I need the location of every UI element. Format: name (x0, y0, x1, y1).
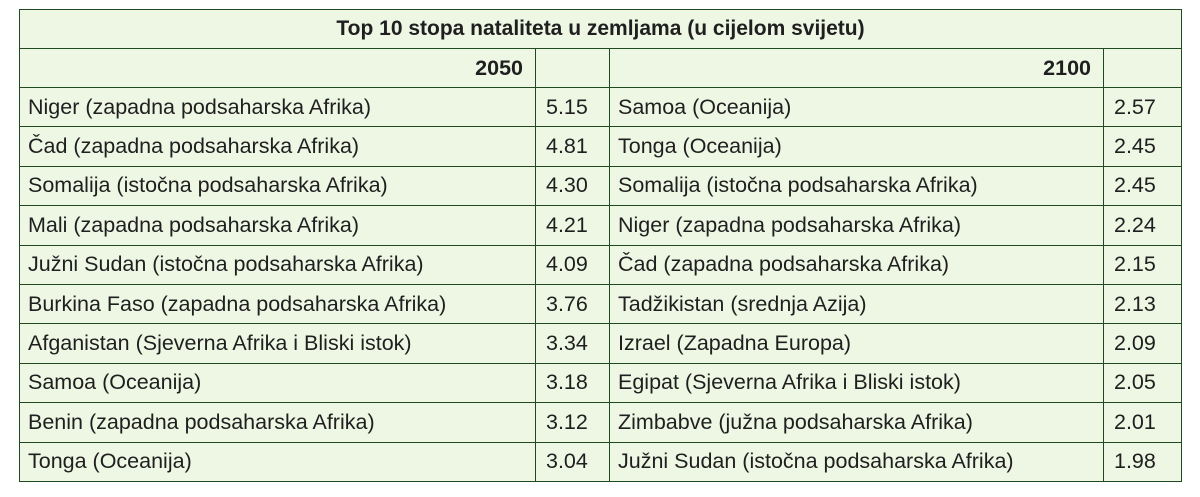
year-2050-header: 2050 (19, 48, 536, 88)
left-rate-cell: 3.04 (535, 441, 610, 482)
left-rate-cell: 4.09 (535, 244, 610, 285)
table-row: Burkina Faso (zapadna podsaharska Afrika… (19, 283, 1182, 325)
left-rate-cell: 5.15 (535, 86, 610, 128)
left-rate-cell: 3.34 (535, 323, 610, 364)
table-row: Čad (zapadna podsaharska Afrika) 4.81 Tong… (19, 126, 1182, 167)
right-rate-cell: 1.98 (1103, 441, 1182, 482)
right-country-cell: Tonga (Oceanija) (609, 126, 1104, 167)
right-country-cell: Izrael (Zapadna Europa) (609, 323, 1104, 364)
year-2100-header: 2100 (609, 48, 1104, 88)
left-country-cell: Somalija (istočna podsaharska Afrika) (19, 165, 536, 207)
right-rate-cell: 2.01 (1103, 402, 1182, 443)
table-title: Top 10 stopa nataliteta u zemljama (u ci… (19, 9, 1182, 49)
table-row: Niger (zapadna podsaharska Afrika) 5.15 Sa… (19, 86, 1182, 128)
right-country-cell: Egipat (Sjeverna Afrika i Bliski istok) (609, 362, 1104, 404)
birth-rate-table-container: Top 10 stopa nataliteta u zemljama (u ci… (19, 9, 1182, 482)
left-rate-cell: 3.12 (535, 402, 610, 443)
left-country-cell: Tonga (Oceanija) (19, 441, 536, 482)
left-country-cell: Burkina Faso (zapadna podsaharska Afrika… (19, 283, 536, 325)
left-country-cell: Južni Sudan (istočna podsaharska Afrika) (19, 244, 536, 285)
left-country-cell: Benin (zapadna podsaharska Afrika) (19, 402, 536, 443)
birth-rate-table: Top 10 stopa nataliteta u zemljama (u ci… (19, 9, 1182, 482)
left-country-cell: Afganistan (Sjeverna Afrika i Bliski ist… (19, 323, 536, 364)
right-rate-cell: 2.15 (1103, 244, 1182, 285)
left-rate-cell: 3.76 (535, 283, 610, 325)
right-country-cell: Zimbabve (južna podsaharska Afrika) (609, 402, 1104, 443)
right-country-cell: Samoa (Oceanija) (609, 86, 1104, 128)
table-row: Mali (zapadna podsaharska Afrika) 4.21 Nig… (19, 205, 1182, 246)
right-country-cell: Južni Sudan (istočna podsaharska Afrika) (609, 441, 1104, 482)
left-country-cell: Mali (zapadna podsaharska Afrika) (19, 205, 536, 246)
left-rate-cell: 4.30 (535, 165, 610, 207)
right-rate-cell: 2.45 (1103, 126, 1182, 167)
left-rate-cell: 3.18 (535, 362, 610, 404)
table-row: Samoa (Oceanija) 3.18 Egipat (Sjeverna Afr… (19, 362, 1182, 404)
left-rate-cell: 4.81 (535, 126, 610, 167)
right-country-cell: Niger (zapadna podsaharska Afrika) (609, 205, 1104, 246)
table-row: Somalija (istočna podsaharska Afrika) 4.3… (19, 165, 1182, 207)
right-country-cell: Tadžikistan (srednja Azija) (609, 283, 1104, 325)
right-country-cell: Somalija (istočna podsaharska Afrika) (609, 165, 1104, 207)
table-row: Tonga (Oceanija) 3.04 Južni Sudan (istočna… (19, 441, 1182, 482)
right-rate-cell: 2.09 (1103, 323, 1182, 364)
table-row: Afganistan (Sjeverna Afrika i Bliski ist… (19, 323, 1182, 364)
table-row: Južni Sudan (istočna podsaharska Afrika)… (19, 244, 1182, 285)
empty-header-cell (535, 48, 610, 88)
table-title-row: Top 10 stopa nataliteta u zemljama (u ci… (19, 9, 1182, 49)
right-rate-cell: 2.13 (1103, 283, 1182, 325)
left-rate-cell: 4.21 (535, 205, 610, 246)
table-row: Benin (zapadna podsaharska Afrika) 3.12 Zi… (19, 402, 1182, 443)
right-rate-cell: 2.57 (1103, 86, 1182, 128)
year-header-row: 2050 2100 (19, 48, 1182, 88)
left-country-cell: Samoa (Oceanija) (19, 362, 536, 404)
right-rate-cell: 2.24 (1103, 205, 1182, 246)
right-rate-cell: 2.45 (1103, 165, 1182, 207)
empty-header-cell (1103, 48, 1182, 88)
right-rate-cell: 2.05 (1103, 362, 1182, 404)
right-country-cell: Čad (zapadna podsaharska Afrika) (609, 244, 1104, 285)
left-country-cell: Niger (zapadna podsaharska Afrika) (19, 86, 536, 128)
left-country-cell: Čad (zapadna podsaharska Afrika) (19, 126, 536, 167)
